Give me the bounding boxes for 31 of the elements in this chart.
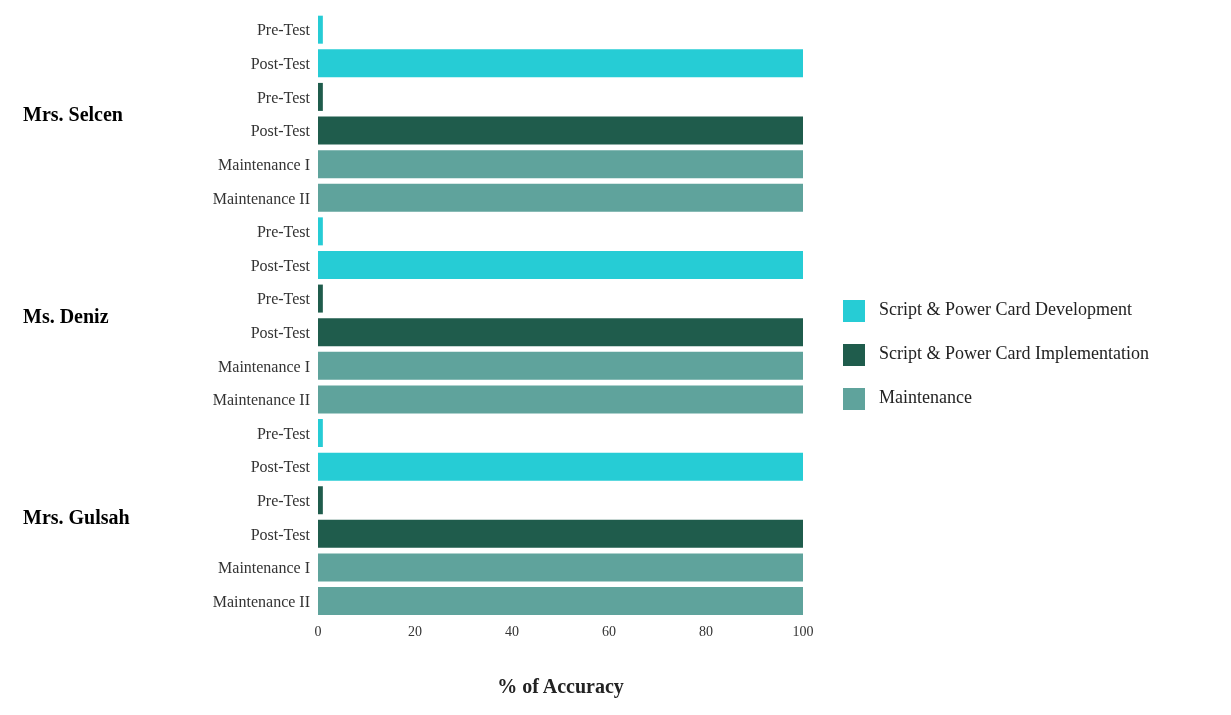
x-tick-label: 80 <box>699 623 713 639</box>
y-tick-label: Maintenance II <box>212 592 310 610</box>
x-axis-title: % of Accuracy <box>497 675 624 698</box>
y-tick-label: Maintenance I <box>218 559 310 577</box>
y-tick-label: Maintenance I <box>218 155 310 173</box>
y-tick-label: Post-Test <box>250 55 311 73</box>
legend-label: Script & Power Card Implementation <box>879 343 1149 363</box>
y-tick-label: Pre-Test <box>256 424 311 442</box>
x-tick-label: 100 <box>792 623 814 639</box>
y-tick-label: Post-Test <box>250 323 311 341</box>
y-tick-label: Pre-Test <box>256 290 311 308</box>
y-tick-label: Post-Test <box>250 525 311 543</box>
y-tick-label: Post-Test <box>250 256 311 274</box>
text: Ms. Deniz <box>23 303 109 328</box>
text: Mrs. Gulsah <box>23 505 130 530</box>
y-tick-label: Maintenance II <box>212 391 310 409</box>
y-tick-label: Post-Test <box>250 122 311 140</box>
x-tick-label: 60 <box>602 623 616 639</box>
y-tick-label: Maintenance II <box>212 189 310 207</box>
legend-label: Maintenance <box>879 387 972 407</box>
y-tick-label: Pre-Test <box>256 492 311 510</box>
y-tick-label: Pre-Test <box>256 88 311 106</box>
y-tick-label: Pre-Test <box>256 223 311 241</box>
legend-label: Script & Power Card Development <box>879 299 1132 319</box>
y-tick-label: Post-Test <box>250 458 311 476</box>
y-tick-label: Maintenance I <box>218 357 310 375</box>
x-tick-label: 0 <box>314 623 322 639</box>
x-tick-label: 40 <box>505 623 519 639</box>
x-tick-label: 20 <box>408 623 422 639</box>
text: Mrs. Selcen <box>23 101 123 126</box>
y-tick-label: Pre-Test <box>256 21 311 39</box>
